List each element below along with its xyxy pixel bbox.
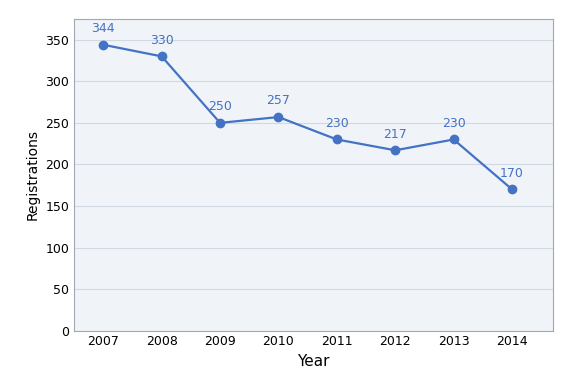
Text: 230: 230 [325,117,349,130]
Text: 230: 230 [442,117,466,130]
Text: 217: 217 [384,128,407,141]
Text: 344: 344 [91,22,115,35]
Text: 257: 257 [267,94,290,107]
X-axis label: Year: Year [297,354,330,369]
Text: 330: 330 [150,34,173,47]
Text: 250: 250 [208,100,232,113]
Y-axis label: Registrations: Registrations [26,129,40,220]
Text: 170: 170 [500,166,524,180]
